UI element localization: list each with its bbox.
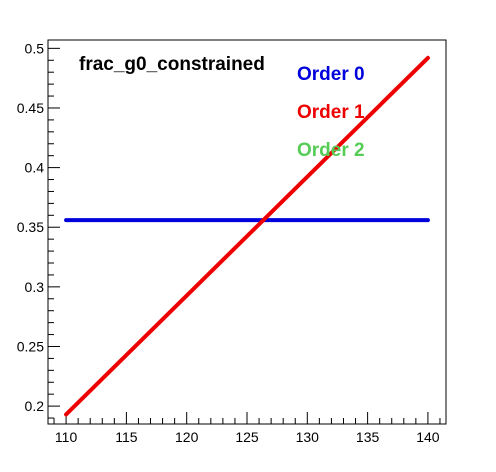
x-tick-label: 135 xyxy=(356,429,380,445)
x-tick-label: 140 xyxy=(416,429,440,445)
y-tick-label: 0.45 xyxy=(17,100,44,116)
y-tick-label: 0.2 xyxy=(25,398,45,414)
series-line-order-1 xyxy=(64,55,430,417)
legend-entry-order-1: Order 1 xyxy=(297,102,365,123)
y-tick-label: 0.25 xyxy=(17,338,44,354)
x-tick-label: 120 xyxy=(175,429,199,445)
y-tick-label: 0.4 xyxy=(25,160,45,176)
x-axis: 110 115 120 125 130 135 140 xyxy=(53,412,441,445)
y-tick-label: 0.35 xyxy=(17,219,44,235)
x-tick-label: 110 xyxy=(55,429,78,445)
legend: Order 0 Order 1 Order 2 xyxy=(297,64,365,161)
x-tick-label: 115 xyxy=(115,429,138,445)
legend-entry-order-2: Order 2 xyxy=(297,140,365,161)
x-tick-label: 130 xyxy=(296,429,320,445)
x-tick-label: 125 xyxy=(235,429,259,445)
series-layer xyxy=(64,55,430,417)
legend-entry-order-0: Order 0 xyxy=(297,64,365,85)
y-axis: 0.2 0.25 0.3 0.35 0.4 0.45 0.5 xyxy=(17,40,60,419)
chart-title: frac_g0_constrained xyxy=(79,54,265,75)
y-tick-label: 0.3 xyxy=(25,279,45,295)
y-tick-label: 0.5 xyxy=(25,40,45,56)
